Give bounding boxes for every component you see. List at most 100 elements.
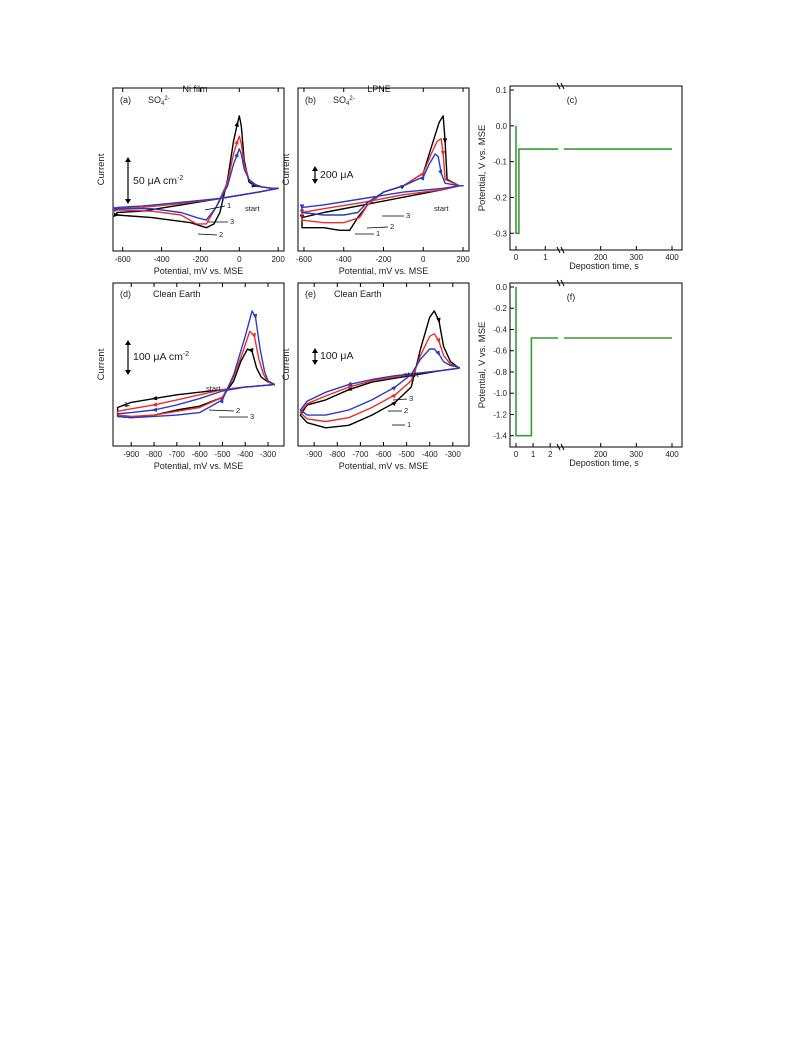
electrolyte-label: SO42- — [333, 95, 355, 107]
scale-bar-arrow-up — [312, 348, 318, 353]
direction-arrow — [435, 337, 441, 344]
panel-e: -900 -800 -700 -600 -500 -400 -300 Potential, m… — [281, 282, 470, 471]
x-tick-label: -600 — [375, 450, 392, 459]
scale-bar-superscript: -2 — [177, 175, 183, 182]
y-tick-label: -0.8 — [493, 368, 507, 377]
x-tick-label: 200 — [271, 255, 285, 264]
axis-break-mark — [556, 443, 561, 451]
cycle-label: 2 — [390, 222, 394, 231]
x-tick-label: -400 — [336, 255, 353, 264]
scale-bar-arrow-up — [312, 166, 318, 171]
panel-label: (d) — [120, 289, 131, 299]
scale-bar-arrow-down — [312, 179, 318, 184]
x-tick-label: -200 — [192, 255, 209, 264]
scale-bar-arrow-up — [125, 340, 131, 345]
direction-arrow — [346, 381, 353, 386]
x-tick-label: 1 — [531, 450, 536, 459]
x-axis-label: Depostion time, s — [569, 261, 639, 271]
panel-label: (e) — [305, 289, 316, 299]
direction-arrow — [391, 400, 397, 407]
potential-trace — [515, 125, 672, 235]
axis-break-mark — [560, 443, 565, 451]
electrolyte-subscript: 4 — [161, 101, 165, 107]
y-axis-label: Current — [96, 153, 107, 185]
direction-arrow — [251, 181, 258, 186]
electrolyte-label: Clean Earth — [334, 289, 382, 299]
column-title-ni-film: Ni film — [183, 84, 208, 94]
cycle-label: 2 — [236, 406, 240, 415]
direction-arrow — [234, 138, 239, 145]
y-axis-label: Current — [96, 348, 107, 380]
x-tick-label: 300 — [630, 450, 644, 459]
start-label: start — [434, 204, 450, 213]
y-axis-label: Potential, V vs. MSE — [477, 125, 488, 212]
scale-bar-label: 100 μA cm-2 — [133, 351, 189, 363]
x-tick-label: -200 — [375, 255, 392, 264]
electrolyte-superscript: 2- — [164, 96, 169, 102]
x-tick-label: 300 — [630, 253, 644, 262]
cycle-leader-line — [204, 205, 226, 211]
direction-arrow — [234, 121, 239, 127]
x-tick-label: -900 — [123, 450, 140, 459]
panel-label: (a) — [120, 95, 131, 105]
plot-frame — [509, 282, 683, 448]
cycle-label: 3 — [250, 412, 254, 421]
cycle-label: 1 — [124, 400, 128, 409]
direction-arrow — [420, 174, 425, 181]
y-tick-label: -0.4 — [493, 325, 507, 334]
scale-bar-label: 100 μA — [320, 350, 354, 362]
start-label: start — [206, 384, 222, 393]
x-tick-label: 400 — [665, 253, 679, 262]
direction-arrow — [113, 206, 120, 211]
y-tick-label: 0.0 — [496, 122, 508, 131]
x-tick-label: -700 — [352, 450, 369, 459]
x-tick-label: -800 — [329, 450, 346, 459]
direction-arrow — [391, 385, 398, 391]
cv-curve-cycle-2 — [116, 330, 276, 418]
start-label: start — [404, 370, 420, 379]
direction-arrow — [249, 348, 254, 354]
y-tick-label: -1.4 — [493, 432, 507, 441]
y-tick-label: -0.2 — [493, 304, 507, 313]
panel-c: 0.1 0.0 -0.1 -0.2 -0.3 0 1 200 300 400 Depostion t… — [477, 82, 683, 271]
y-axis-label: Current — [281, 153, 292, 185]
x-axis-label: Potential, mV vs. MSE — [154, 266, 244, 276]
direction-arrow — [251, 332, 256, 339]
cv-curve-cycle-2 — [299, 333, 461, 423]
scale-bar-label: 50 μA cm-2 — [133, 175, 183, 187]
plot-frame — [112, 282, 285, 447]
x-axis-label: Potential, mV vs. MSE — [154, 461, 244, 471]
cycle-leader-line — [121, 404, 131, 407]
cv-curve-cycle-3 — [116, 148, 279, 221]
x-tick-label: 1 — [543, 253, 548, 262]
direction-arrow — [391, 393, 397, 399]
panel-b: -600 -400 -200 0 200 Potential, mV vs. MSE Cur… — [281, 87, 470, 276]
x-tick-label: 0 — [237, 255, 242, 264]
axis-break-mark — [556, 279, 561, 287]
cycle-label: 3 — [230, 217, 234, 226]
x-tick-label: -500 — [214, 450, 231, 459]
x-tick-label: -500 — [399, 450, 416, 459]
potential-trace — [515, 287, 672, 437]
y-tick-label: 0.1 — [496, 86, 508, 95]
y-axis-label: Current — [281, 348, 292, 380]
direction-arrow — [442, 138, 448, 144]
cycle-label: 3 — [406, 211, 410, 220]
direction-arrow — [151, 395, 158, 401]
axis-break-mark — [556, 82, 561, 90]
x-tick-label: -800 — [146, 450, 163, 459]
direction-arrow — [436, 317, 441, 324]
x-axis-label: Potential, mV vs. MSE — [339, 461, 429, 471]
direction-arrow — [435, 350, 441, 357]
trace-break-gap — [558, 335, 565, 340]
y-tick-label: 0.0 — [496, 283, 508, 292]
cv-curve-cycle-3 — [116, 310, 276, 419]
x-axis-label: Depostion time, s — [569, 458, 639, 468]
cv-curve-cycle-3 — [299, 348, 461, 416]
column-title-lpne: LPNE — [367, 84, 391, 94]
x-tick-label: -700 — [169, 450, 186, 459]
start-label: start — [245, 204, 261, 213]
x-tick-label: 0 — [514, 450, 519, 459]
axis-break-mark — [556, 246, 561, 254]
cycle-label: 1 — [407, 420, 411, 429]
